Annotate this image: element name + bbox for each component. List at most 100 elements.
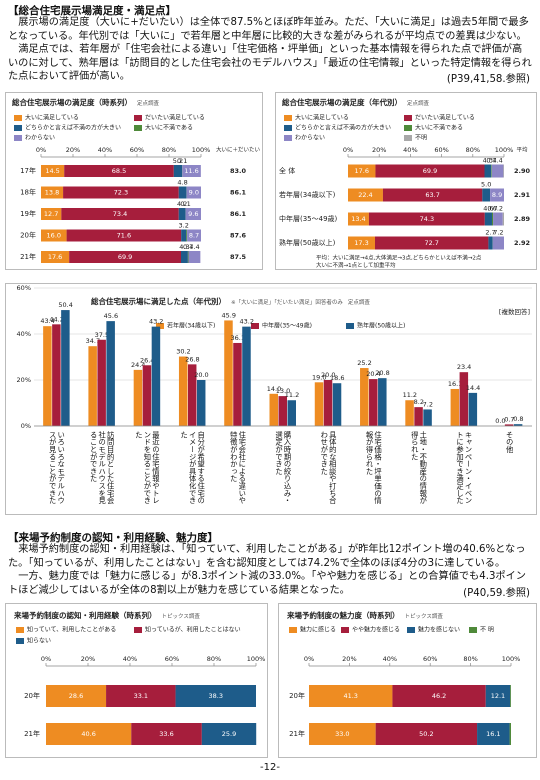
- bar-segment: [173, 165, 183, 177]
- bar-segment: [185, 208, 201, 220]
- legend-swatch: [16, 638, 24, 644]
- bar: [332, 383, 342, 426]
- category-label: 最近の住宅情報やトレンドを知ることができた: [134, 431, 161, 504]
- bar-segment: [178, 186, 187, 199]
- data-label: 3.2: [179, 222, 189, 230]
- bar-segment: [41, 208, 62, 220]
- category-label: 土地・不動産の情報が得られた: [410, 431, 429, 504]
- bar-segment: [502, 212, 504, 226]
- data-label: 20.0: [321, 371, 335, 379]
- bar-segment: [41, 186, 64, 199]
- data-label: 11.2: [285, 391, 299, 399]
- bar-segment: [382, 188, 483, 202]
- bar: [423, 409, 432, 426]
- data-label: 25.9: [222, 730, 236, 738]
- bar-segment: [491, 164, 504, 178]
- summary-value: 2.89: [514, 215, 531, 223]
- legend-label: 知らない: [27, 637, 51, 645]
- bar-segment: [63, 186, 179, 199]
- chart: 総合住宅展示場に満足した点（年代別） ※「大いに満足」「だいたい満足」回答者のみ定…: [5, 283, 537, 515]
- data-label: 33.1: [134, 692, 148, 700]
- x-tick-label: 40%: [98, 146, 112, 154]
- section-heading: 【総合住宅展示場満足度・満足点】: [8, 5, 176, 17]
- data-label: 28.6: [69, 692, 83, 700]
- bar-segment: [175, 685, 256, 707]
- data-label: 0.4: [486, 157, 496, 165]
- data-label: 17.6: [48, 253, 62, 261]
- x-tick-label: 100%: [247, 655, 266, 663]
- row-label: 全 体: [279, 166, 295, 175]
- x-tick-label: 20%: [342, 655, 356, 663]
- legend-swatch: [251, 323, 259, 329]
- bar: [142, 365, 152, 426]
- summary-header: 平均: [516, 146, 528, 154]
- category-label: 購入時期の絞り込み・選定ができた: [275, 431, 293, 504]
- data-label: 30.2: [176, 348, 190, 356]
- legend-swatch: [346, 323, 354, 329]
- x-tick-label: 60%: [130, 146, 144, 154]
- bar-segment: [187, 229, 201, 242]
- data-label: 7.2: [423, 400, 433, 408]
- legend-swatch: [284, 115, 292, 121]
- chart-header: 総合住宅展示場の満足度（年代別） 定点調査: [282, 97, 430, 107]
- reference: (P39,41,58.参照): [446, 74, 530, 86]
- data-label: 4.6: [483, 205, 493, 213]
- data-label: 20.0: [194, 371, 208, 379]
- summary-header: 大いに＋だいたい: [216, 146, 261, 154]
- data-label: 22.4: [358, 191, 372, 199]
- legend-label: 大いに満足している: [25, 114, 79, 122]
- legend-swatch: [404, 115, 412, 121]
- chart-note: トピックス調査: [162, 612, 201, 620]
- data-label: 69.9: [423, 167, 437, 175]
- chart: 来場予約制度の魅力度（時系列） トピックス調査 魅力に感じる やや魅力を感じる 魅力を感…: [278, 603, 537, 758]
- data-label: 69.9: [118, 253, 132, 261]
- data-label: 43.2: [239, 318, 253, 326]
- bar-segment: [61, 208, 179, 220]
- chart-note: 定点調査: [407, 99, 430, 107]
- data-label: 45.6: [104, 312, 118, 320]
- data-label: 9.6: [188, 210, 198, 218]
- x-tick-label: 80%: [466, 146, 480, 154]
- data-label: 16.1: [448, 380, 462, 388]
- x-tick-label: 40%: [403, 146, 417, 154]
- bar-segment: [178, 208, 186, 220]
- data-label: 43.2: [149, 318, 163, 326]
- bar-segment: [64, 165, 174, 177]
- data-label: 68.5: [112, 167, 126, 175]
- x-tick-label: 80%: [463, 655, 477, 663]
- bar-segment: [488, 236, 493, 250]
- x-tick-label: 60%: [423, 655, 437, 663]
- legend-swatch: [16, 627, 24, 633]
- legend-swatch: [14, 115, 22, 121]
- bar: [43, 326, 52, 426]
- bar-segment: [490, 188, 504, 202]
- category-label: いろいろなモデルハウスが見ることができた: [48, 431, 67, 504]
- bar-segment: [484, 164, 492, 178]
- summary-value: 2.91: [514, 191, 531, 199]
- legend-swatch: [284, 125, 292, 131]
- data-label: 63.7: [425, 191, 439, 199]
- bar-segment: [482, 188, 491, 202]
- bar: [414, 407, 423, 426]
- data-label: 26.4: [140, 356, 154, 364]
- bar-segment: [509, 723, 511, 745]
- legend-label: 若年層(34歳以下): [167, 322, 215, 330]
- section-heading: 【来場予約制度の認知・利用経験、魅力度】: [8, 532, 218, 544]
- legend-label: 知っていて、利用したことがある: [27, 626, 116, 634]
- data-label: 50.4: [58, 301, 72, 309]
- chart-header: 来場予約制度の魅力度（時系列） トピックス調査: [286, 610, 443, 620]
- bar: [61, 310, 70, 426]
- legend-swatch: [134, 125, 142, 131]
- legend-label: わからない: [25, 135, 55, 142]
- legend-swatch: [14, 135, 22, 141]
- bar: [242, 326, 251, 426]
- legend-label: だいたい満足している: [145, 114, 205, 122]
- bar-segment: [348, 236, 375, 250]
- category-label: 自分が希望する住宅のイメージが具体化できた: [180, 431, 207, 504]
- bar-segment: [375, 164, 485, 178]
- data-label: 16.1: [486, 730, 500, 738]
- data-label: 74.3: [420, 215, 434, 223]
- row-label: 21年: [20, 252, 36, 261]
- paragraph: 満足点では、若年層が「住宅会社による違い」「住宅価格・坪単価」といった基本情報を…: [8, 44, 532, 83]
